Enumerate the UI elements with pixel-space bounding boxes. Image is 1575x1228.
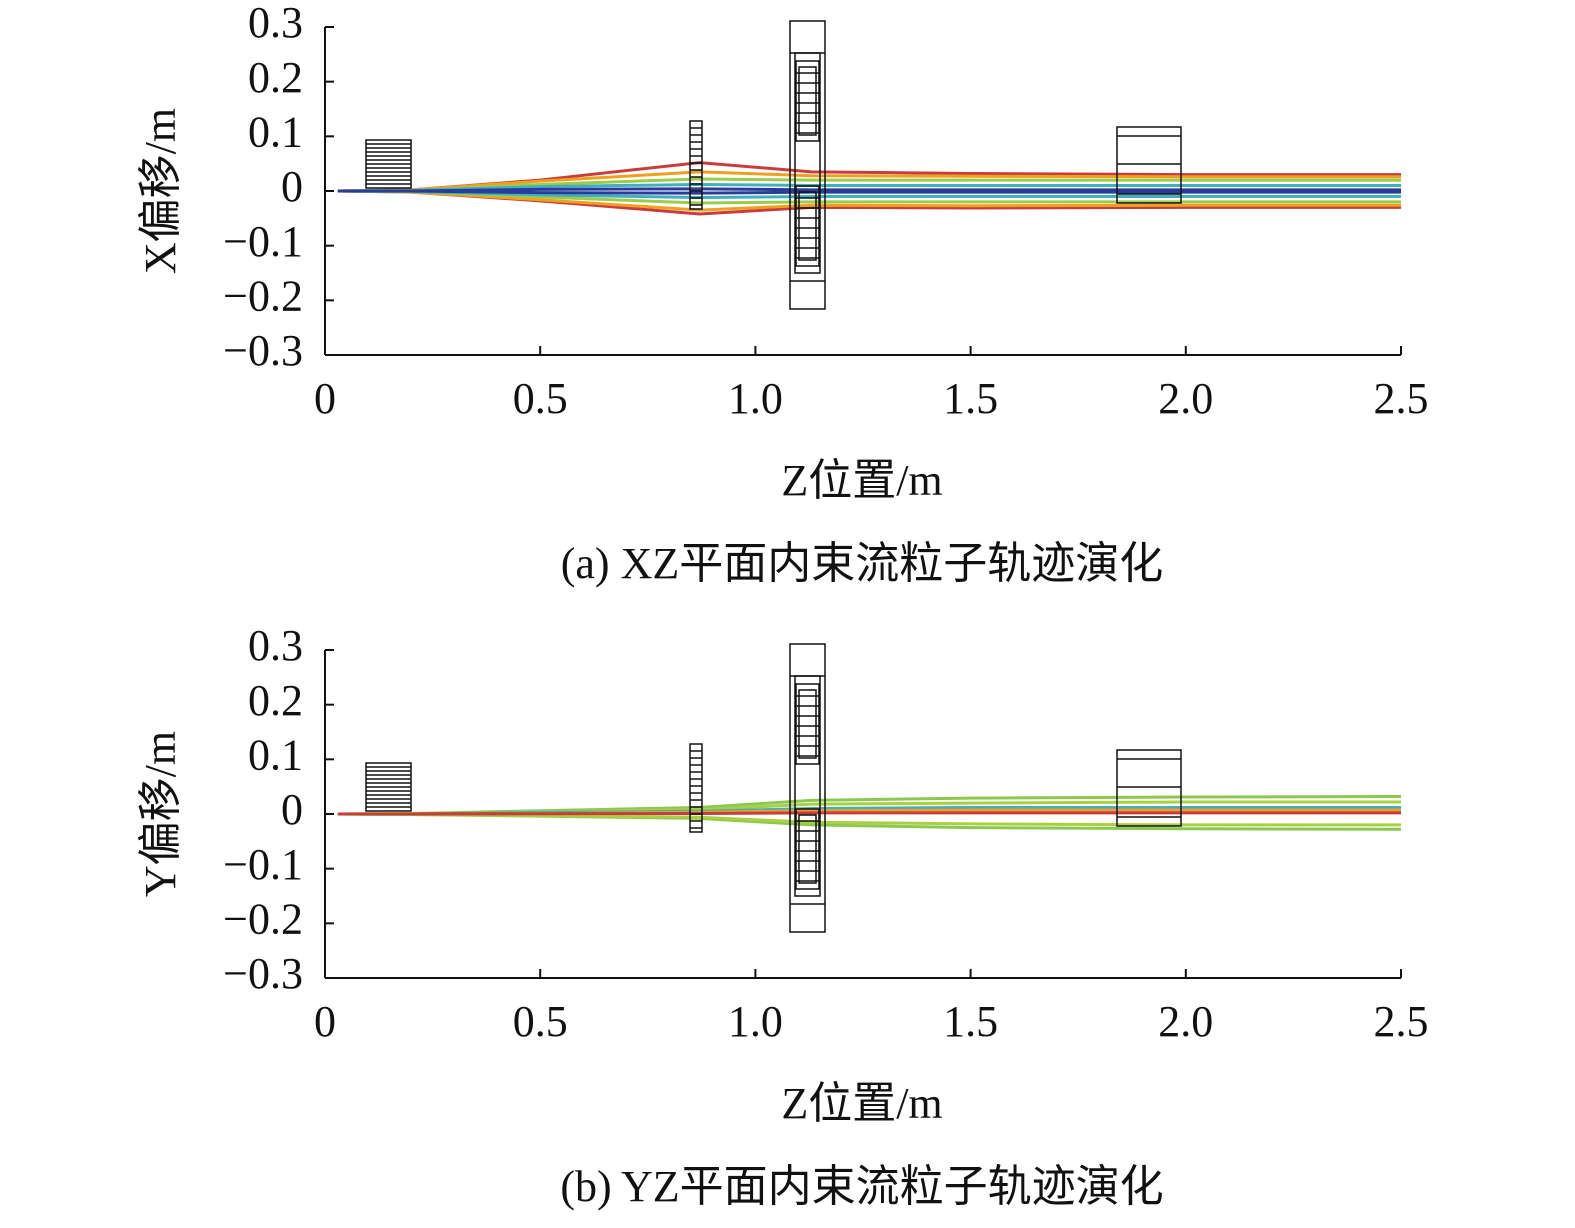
y-tick-label: −0.1: [223, 840, 303, 889]
y-tick-label: −0.2: [223, 894, 303, 943]
x-tick-label: 0.5: [513, 997, 568, 1046]
magnet-box: [798, 66, 817, 136]
x-tick-label: 1.5: [943, 997, 998, 1046]
x-tick-label: 2.0: [1158, 997, 1213, 1046]
y-tick-label: 0.1: [248, 730, 303, 779]
x-axis-label: Z位置/m: [781, 1079, 942, 1128]
x-tick-label: 2.5: [1374, 374, 1429, 423]
x-tick-label: 1.5: [943, 374, 998, 423]
magnet-elements: [365, 643, 1182, 933]
y-tick-label: 0: [281, 162, 303, 211]
y-tick-label: 0.3: [248, 621, 303, 670]
y-tick-label: 0.3: [248, 0, 303, 47]
caption: (a) XZ平面内束流粒子轨迹演化: [561, 539, 1164, 588]
y-tick-label: −0.2: [223, 271, 303, 320]
magnet-box: [689, 120, 703, 210]
magnet-box: [789, 20, 826, 310]
y-tick-label: −0.3: [223, 326, 303, 375]
x-tick-label: 0: [314, 374, 336, 423]
magnet-box: [798, 814, 817, 884]
y-tick-label: 0.1: [248, 107, 303, 156]
magnet-box: [1116, 749, 1182, 827]
magnet-box: [798, 689, 817, 759]
y-tick-label: 0.2: [248, 53, 303, 102]
trajectory: [337, 811, 1401, 816]
magnet-box: [789, 643, 826, 933]
trajectory: [337, 189, 1401, 195]
y-tick-label: −0.1: [223, 217, 303, 266]
magnet-box: [795, 185, 820, 267]
y-axis-label: Y偏移/m: [136, 731, 185, 897]
x-axis-label: Z位置/m: [781, 456, 942, 505]
magnet-box: [795, 808, 820, 890]
x-tick-label: 0.5: [513, 374, 568, 423]
y-axis-label: X偏移/m: [136, 108, 185, 274]
magnet-box: [798, 191, 817, 261]
magnet-box: [689, 743, 703, 833]
trajectory: [337, 812, 1401, 827]
x-tick-label: 0: [314, 997, 336, 1046]
magnet-elements: [365, 20, 1182, 310]
magnet-box: [1116, 126, 1182, 204]
y-tick-label: 0.2: [248, 676, 303, 725]
magnet-box: [795, 60, 820, 142]
y-tick-label: −0.3: [223, 949, 303, 998]
y-tick-label: 0: [281, 785, 303, 834]
x-tick-label: 2.5: [1374, 997, 1429, 1046]
magnet-box: [795, 683, 820, 765]
x-tick-label: 1.0: [728, 374, 783, 423]
caption: (b) YZ平面内束流粒子轨迹演化: [560, 1162, 1163, 1211]
x-tick-label: 2.0: [1158, 374, 1213, 423]
x-tick-label: 1.0: [728, 997, 783, 1046]
